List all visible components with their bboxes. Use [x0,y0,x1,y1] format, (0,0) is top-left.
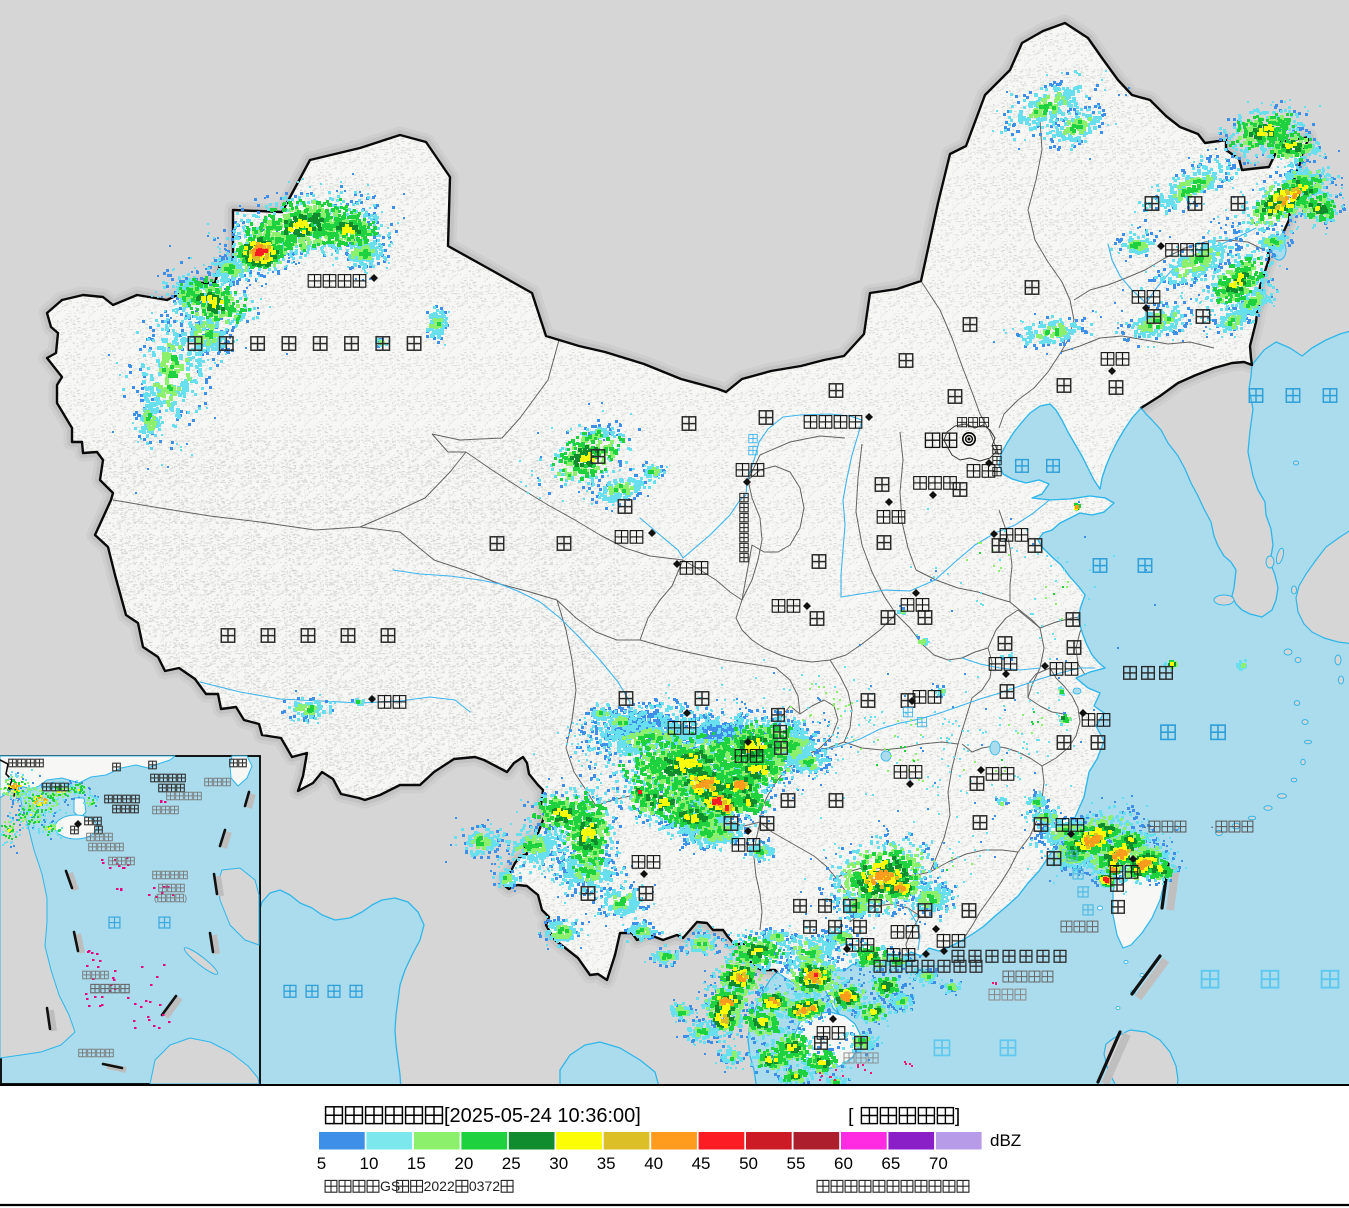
svg-text:10: 10 [360,1154,379,1173]
svg-text:·: · [1210,819,1214,834]
svg-text:25: 25 [502,1154,521,1173]
svg-text:45: 45 [692,1154,711,1173]
svg-text:0372: 0372 [469,1178,500,1194]
svg-text:dBZ: dBZ [990,1131,1021,1150]
svg-text:65: 65 [881,1154,900,1173]
svg-text:): ) [184,893,187,903]
svg-text:]: ] [955,1106,960,1127]
svg-text:30: 30 [549,1154,568,1173]
svg-text:55: 55 [787,1154,806,1173]
svg-text:2022: 2022 [424,1178,455,1194]
svg-text:15: 15 [407,1154,426,1173]
svg-text:50: 50 [739,1154,758,1173]
svg-text:60: 60 [834,1154,853,1173]
svg-text:70: 70 [929,1154,948,1173]
svg-text:(: ( [154,893,157,903]
svg-text:[2025-05-24 10:36:00]: [2025-05-24 10:36:00] [444,1105,641,1127]
svg-text:·: · [1143,819,1147,834]
svg-text:GS: GS [380,1178,400,1194]
svg-text:[: [ [848,1106,854,1127]
svg-text:20: 20 [454,1154,473,1173]
svg-text:40: 40 [644,1154,663,1173]
svg-text:35: 35 [597,1154,616,1173]
svg-text:5: 5 [317,1154,326,1173]
